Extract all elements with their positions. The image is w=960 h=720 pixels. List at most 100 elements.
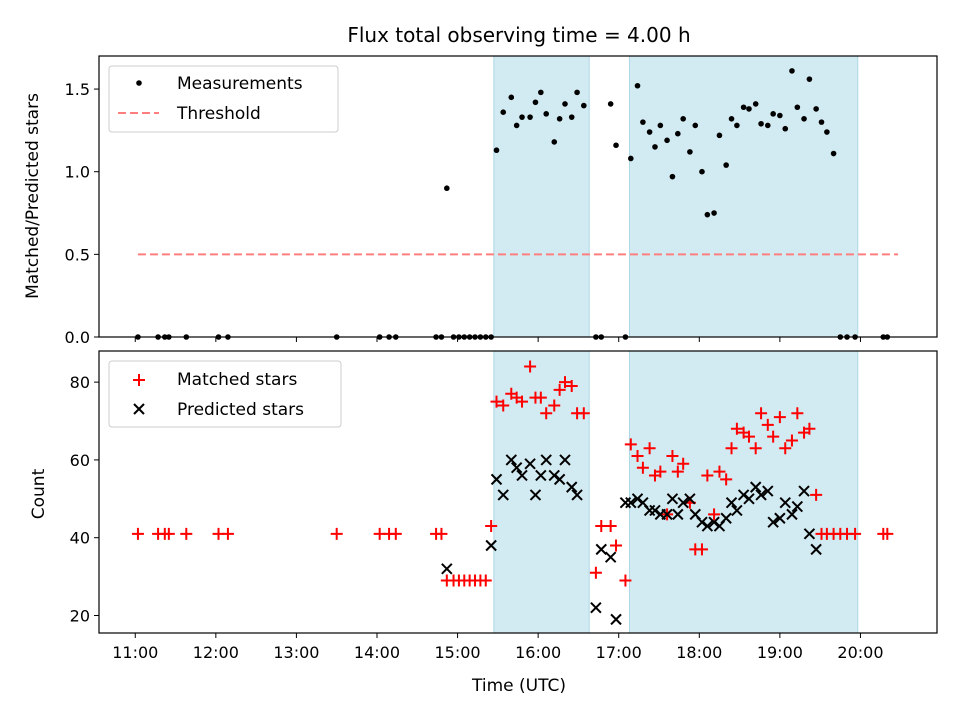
- measurement-point: [634, 82, 641, 89]
- measurement-point: [613, 142, 619, 149]
- predicted-star-point: [649, 504, 661, 517]
- measurement-point: [711, 210, 717, 216]
- legend-measurements-label: Measurements: [177, 74, 303, 94]
- y-tick-label: 80: [70, 373, 90, 392]
- measurement-point: [801, 116, 807, 122]
- matched-star-point: [767, 430, 780, 443]
- matched-star-point: [643, 442, 656, 455]
- matched-star-point: [497, 399, 510, 412]
- measurement-point: [794, 104, 801, 111]
- measurement-point: [764, 122, 771, 129]
- predicted-star-point: [631, 493, 644, 505]
- matched-star-point: [548, 399, 561, 412]
- measurement-point: [818, 119, 825, 125]
- y-tick-label: 60: [70, 451, 90, 470]
- matched-star-point: [749, 442, 762, 455]
- matched-star-point: [742, 430, 755, 443]
- predicted-star-point: [677, 496, 689, 509]
- predicted-star-point: [510, 461, 523, 474]
- x-tick-label: 20:00: [837, 643, 883, 662]
- predicted-star-point: [720, 512, 732, 524]
- measurement-point: [652, 144, 658, 150]
- matched-star-point: [435, 527, 448, 540]
- predicted-star-point: [786, 508, 798, 521]
- matched-star-point: [671, 465, 684, 478]
- y-tick-label: 20: [70, 606, 90, 625]
- measurement-point: [532, 99, 539, 106]
- measurement-point: [806, 76, 813, 82]
- measurement-point: [734, 122, 740, 129]
- measurement-point: [543, 111, 550, 117]
- predicted-star-point: [701, 520, 714, 532]
- measurement-point: [723, 162, 729, 168]
- matched-star-point: [636, 461, 649, 474]
- matched-star-point: [479, 574, 492, 587]
- y-tick-label: 40: [70, 529, 90, 548]
- measurement-point: [777, 112, 783, 119]
- predicted-star-point: [779, 496, 791, 509]
- matched-star-point: [330, 527, 343, 540]
- measurement-point: [527, 114, 533, 120]
- matched-star-point: [779, 442, 792, 455]
- matched-star-point: [624, 438, 637, 451]
- predicted-star-point: [810, 543, 822, 556]
- matched-star-point: [720, 473, 733, 486]
- matched-star-point: [725, 442, 738, 455]
- predicted-star-point: [774, 512, 786, 524]
- x-tick-label: 11:00: [112, 643, 158, 662]
- predicted-star-point: [755, 489, 767, 501]
- predicted-star-point: [708, 516, 720, 528]
- matched-star-point: [881, 527, 894, 540]
- measurement-point: [770, 111, 776, 117]
- shaded-interval: [628, 55, 859, 338]
- matched-star-point: [559, 376, 572, 389]
- measurement-point: [607, 101, 614, 107]
- top-panel-x-ticks: [134, 337, 861, 342]
- measurement-point: [493, 147, 500, 154]
- measurement-point: [551, 139, 558, 145]
- measurement-point: [692, 122, 699, 129]
- measurement-point: [680, 116, 686, 122]
- top-panel-legend: Measurements Threshold: [108, 65, 339, 133]
- predicted-stars-points: [441, 454, 822, 626]
- x-axis-label: Time (UTC): [471, 676, 566, 696]
- predicted-star-point: [441, 563, 453, 575]
- predicted-star-point: [610, 613, 622, 626]
- measurement-point: [782, 125, 789, 132]
- predicted-star-point: [553, 473, 566, 486]
- matched-star-point: [666, 450, 679, 463]
- measurement-point: [640, 119, 646, 125]
- matched-star-point: [654, 465, 667, 478]
- top-panel-y-ticks: 0.0 0.5 1.0 1.5: [65, 80, 99, 347]
- predicted-star-point: [737, 489, 750, 501]
- measurement-point: [500, 109, 507, 115]
- matched-star-point: [221, 527, 234, 540]
- measurement-point: [669, 173, 676, 180]
- predicted-star-point: [559, 454, 571, 466]
- predicted-star-point: [762, 485, 774, 497]
- legend-matched-marker: [133, 374, 145, 386]
- chart-title: Flux total observing time = 4.00 h: [347, 23, 690, 47]
- predicted-star-point: [590, 602, 602, 614]
- matched-stars-points: [131, 360, 894, 587]
- predicted-star-point: [672, 508, 684, 521]
- predicted-star-point: [524, 458, 536, 470]
- measurement-point: [574, 89, 580, 96]
- top-panel-shaded-intervals: [493, 55, 859, 338]
- measurement-point: [657, 122, 664, 129]
- matched-star-point: [791, 407, 804, 420]
- matched-star-point: [773, 411, 786, 424]
- predicted-star-point: [803, 528, 816, 540]
- top-panel-frame: [98, 55, 938, 338]
- measurement-point: [830, 150, 837, 157]
- matched-star-point: [695, 543, 708, 556]
- x-tick-label: 12:00: [193, 643, 239, 662]
- measurement-point: [813, 106, 819, 112]
- predicted-star-point: [661, 508, 673, 521]
- measurement-point: [519, 114, 525, 120]
- matched-star-point: [755, 407, 768, 420]
- matched-star-point: [485, 520, 498, 533]
- measurement-point: [538, 89, 544, 96]
